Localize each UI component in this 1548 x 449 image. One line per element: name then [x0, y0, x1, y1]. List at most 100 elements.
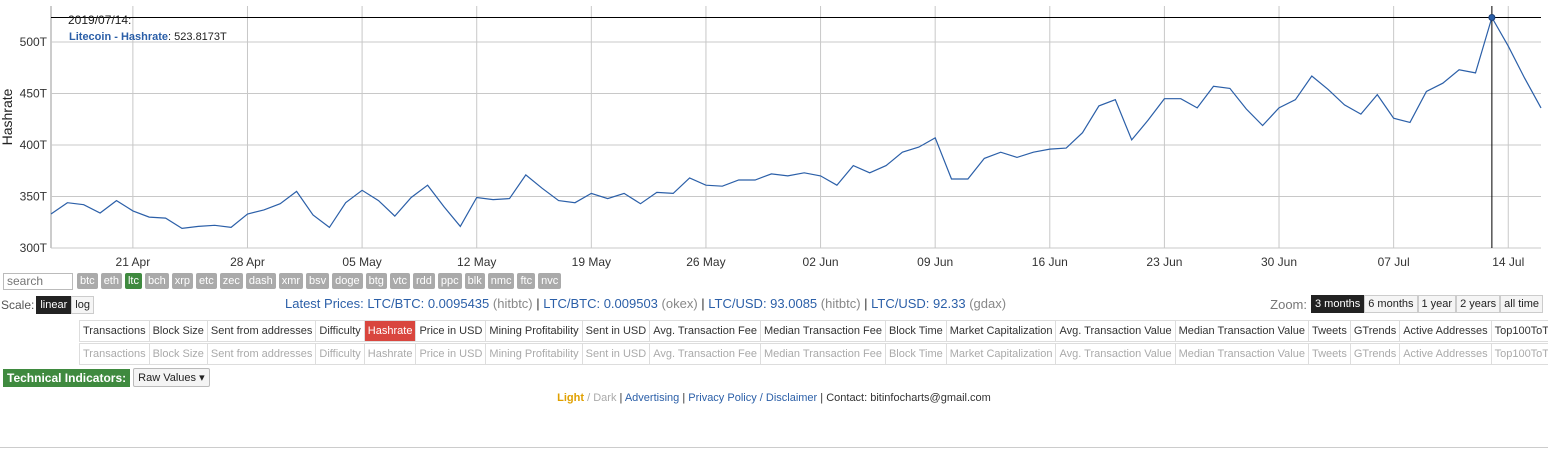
metric-tab-secondary-hashrate[interactable]: Hashrate — [363, 344, 416, 364]
zoom-2-years-button[interactable]: 2 years — [1456, 295, 1501, 313]
price-item[interactable]: LTC/BTC: 0.0095435 (hitbtc) — [367, 296, 533, 311]
zoom-1-year-button[interactable]: 1 year — [1417, 295, 1457, 313]
metric-tab-difficulty[interactable]: Difficulty — [315, 321, 363, 341]
metric-tab-avg-transaction-value[interactable]: Avg. Transaction Value — [1055, 321, 1174, 341]
coin-button-eth[interactable]: eth — [100, 273, 122, 289]
coin-button-blk[interactable]: blk — [464, 273, 485, 289]
metric-tab-secondary-transactions[interactable]: Transactions — [79, 344, 149, 364]
metric-tab-secondary-block-size[interactable]: Block Size — [148, 344, 207, 364]
metric-tab-block-size[interactable]: Block Size — [148, 321, 207, 341]
coin-button-bsv[interactable]: bsv — [306, 273, 330, 289]
metric-tab-transactions[interactable]: Transactions — [79, 321, 149, 341]
metric-tab-secondary-price-in-usd[interactable]: Price in USD — [415, 344, 485, 364]
scale-linear-button[interactable]: linear — [36, 296, 72, 314]
coin-button-etc[interactable]: etc — [196, 273, 217, 289]
scale-label: Scale: — [1, 298, 35, 312]
metric-tab-secondary-active-addresses[interactable]: Active Addresses — [1399, 344, 1490, 364]
hover-point — [1488, 14, 1496, 22]
x-tick-label: 26 May — [686, 255, 725, 269]
y-tick-label: 300T — [20, 241, 48, 255]
metric-tab-mining-profitability[interactable]: Mining Profitability — [485, 321, 581, 341]
metric-tab-secondary-mining-profitability[interactable]: Mining Profitability — [485, 344, 581, 364]
y-tick-label: 450T — [20, 87, 48, 101]
tooltip-series-label: Litecoin - Hashrate — [69, 31, 168, 43]
metric-tab-price-in-usd[interactable]: Price in USD — [415, 321, 485, 341]
price-item[interactable]: LTC/USD: 93.0085 (hitbtc) — [708, 296, 861, 311]
x-tick-label: 09 Jun — [917, 255, 953, 269]
raw-values-select[interactable]: Raw Values ▾ — [133, 368, 210, 387]
divider — [0, 447, 1548, 448]
metric-tab-top100tototal[interactable]: Top100ToTotal — [1490, 321, 1548, 341]
metric-tab-secondary-sent-in-usd[interactable]: Sent in USD — [581, 344, 650, 364]
coin-button-ftc[interactable]: ftc — [517, 273, 536, 289]
metric-tab-avg-transaction-fee[interactable]: Avg. Transaction Fee — [649, 321, 760, 341]
privacy-policy-link[interactable]: Privacy Policy / Disclaimer — [688, 392, 818, 404]
coin-button-btg[interactable]: btg — [365, 273, 387, 289]
coin-button-xmr[interactable]: xmr — [278, 273, 304, 289]
metric-tabs: Transactions Block Size Sent from addresse… — [79, 320, 1548, 342]
y-axis-label: Hashrate — [0, 88, 15, 145]
metric-tab-market-capitalization[interactable]: Market Capitalization — [945, 321, 1056, 341]
coin-button-btc[interactable]: btc — [77, 273, 98, 289]
coin-list: btc eth ltc bch xrp etc zec dash xmr bsv doge btg vt… — [77, 273, 564, 289]
metric-tab-secondary-tweets[interactable]: Tweets — [1307, 344, 1350, 364]
zoom-label: Zoom: — [1270, 296, 1307, 312]
x-tick-label: 12 May — [457, 255, 496, 269]
metric-tab-secondary-block-time[interactable]: Block Time — [884, 344, 946, 364]
dark-theme-link[interactable]: Dark — [593, 392, 617, 404]
tooltip-separator: : — [168, 31, 174, 43]
coin-button-nmc[interactable]: nmc — [487, 273, 515, 289]
metric-tab-secondary-avg-transaction-value[interactable]: Avg. Transaction Value — [1055, 344, 1174, 364]
metric-tab-secondary-avg-transaction-fee[interactable]: Avg. Transaction Fee — [649, 344, 760, 364]
zoom-3-months-button[interactable]: 3 months — [1311, 295, 1365, 313]
series-line — [50, 15, 1542, 230]
coin-button-ppc[interactable]: ppc — [437, 273, 462, 289]
x-tick-label: 30 Jun — [1261, 255, 1297, 269]
price-item[interactable]: LTC/USD: 92.33 (gdax) — [871, 296, 1007, 311]
coin-button-xrp[interactable]: xrp — [171, 273, 194, 289]
zoom-6-months-button[interactable]: 6 months — [1364, 295, 1418, 313]
coin-button-ltc[interactable]: ltc — [124, 273, 142, 289]
metric-tab-secondary-difficulty[interactable]: Difficulty — [315, 344, 363, 364]
caret-down-icon: ▾ — [199, 372, 205, 384]
zoom-all-time-button[interactable]: all time — [1500, 295, 1543, 313]
metric-tab-hashrate[interactable]: Hashrate — [363, 321, 416, 341]
metric-tab-secondary-median-transaction-value[interactable]: Median Transaction Value — [1174, 344, 1308, 364]
price-item[interactable]: LTC/BTC: 0.009503 (okex) — [543, 296, 698, 311]
contact-text: Contact: bitinfocharts@gmail.com — [826, 392, 991, 404]
x-tick-label: 16 Jun — [1032, 255, 1068, 269]
metric-tab-median-transaction-fee[interactable]: Median Transaction Fee — [759, 321, 885, 341]
metric-tab-secondary-top100tototal[interactable]: Top100ToTotal — [1490, 344, 1548, 364]
metric-tab-active-addresses[interactable]: Active Addresses — [1399, 321, 1490, 341]
metric-tab-secondary-sent-from-addresses[interactable]: Sent from addresses — [206, 344, 316, 364]
light-theme-link[interactable]: Light — [557, 392, 585, 404]
x-tick-label: 07 Jul — [1378, 255, 1410, 269]
coin-button-dash[interactable]: dash — [245, 273, 276, 289]
metric-tab-secondary-median-transaction-fee[interactable]: Median Transaction Fee — [759, 344, 885, 364]
chart-svg: 300T 350T 400T 450T 500T 21 Apr 28 Apr 05 May 12… — [0, 6, 1542, 269]
coin-button-doge[interactable]: doge — [332, 273, 363, 289]
coin-button-vtc[interactable]: vtc — [389, 273, 410, 289]
metric-tab-sent-from-addresses[interactable]: Sent from addresses — [206, 321, 316, 341]
technical-indicators-label: Technical Indicators: — [3, 368, 131, 387]
metric-tab-block-time[interactable]: Block Time — [884, 321, 946, 341]
coin-button-nvc[interactable]: nvc — [538, 273, 562, 289]
coin-button-rdd[interactable]: rdd — [412, 273, 435, 289]
metric-tab-tweets[interactable]: Tweets — [1307, 321, 1350, 341]
coin-button-bch[interactable]: bch — [144, 273, 169, 289]
metric-tab-secondary-market-capitalization[interactable]: Market Capitalization — [945, 344, 1056, 364]
latest-prices: Latest Prices: LTC/BTC: 0.0095435 (hitbt… — [285, 296, 1007, 311]
search-input[interactable] — [3, 272, 73, 290]
x-tick-label: 05 May — [342, 255, 381, 269]
metric-tab-secondary-gtrends[interactable]: GTrends — [1349, 344, 1399, 364]
metric-tab-sent-in-usd[interactable]: Sent in USD — [581, 321, 650, 341]
hashrate-chart[interactable]: 300T 350T 400T 450T 500T 21 Apr 28 Apr 05 May 12… — [0, 0, 1548, 272]
x-tick-label: 14 Jul — [1492, 255, 1524, 269]
y-tick-label: 500T — [20, 35, 48, 49]
coin-button-zec[interactable]: zec — [219, 273, 243, 289]
metric-tab-gtrends[interactable]: GTrends — [1349, 321, 1399, 341]
scale-log-button[interactable]: log — [71, 296, 94, 314]
metric-tab-median-transaction-value[interactable]: Median Transaction Value — [1174, 321, 1308, 341]
technical-indicators-row: Technical Indicators: Raw Values ▾ — [3, 368, 210, 387]
advertising-link[interactable]: Advertising — [624, 392, 680, 404]
